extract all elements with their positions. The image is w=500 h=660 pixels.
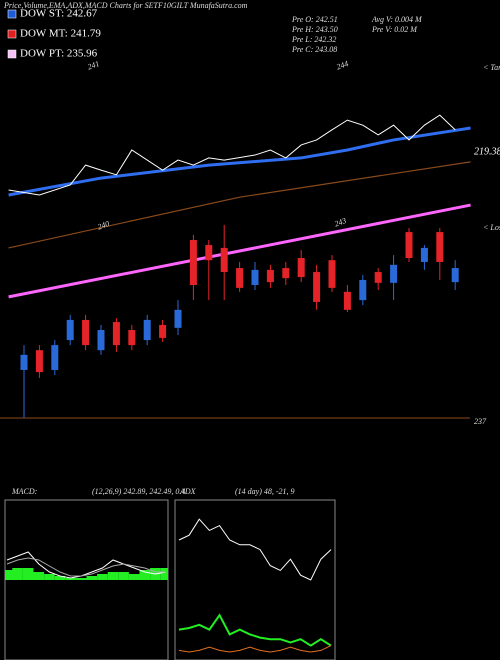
legend-swatch [7,49,17,59]
candle-body [159,324,167,338]
adx-line [178,645,332,653]
candle-body [251,269,259,285]
info-text: Pre L: 242.32 [291,35,336,44]
info-text: Pre V: 0.02 M [371,25,418,34]
legend-swatch [7,9,17,19]
candle-body [420,247,428,262]
histogram-bar [22,568,34,580]
candle-body [359,279,367,301]
candle-body [328,260,336,288]
histogram-bar [5,570,16,580]
ema-line [8,203,471,299]
candle-body [112,322,120,346]
adx-line [178,518,332,581]
ema-line [8,114,456,196]
chart-title: Price,Volume,EMA,ADX,MACD Charts for SET… [3,1,248,10]
candle-body [405,232,413,258]
histogram-bar [86,576,98,580]
annotation: 244 [335,59,349,72]
annotation: 241 [86,59,100,72]
legend-label: DOW PT: 235.96 [20,48,98,60]
annotation: 219.38 [474,146,500,157]
panel-label: MACD: [11,487,38,496]
ema-line [8,126,471,197]
candle-body [313,272,321,302]
annotation: 240 [96,219,110,232]
panel-params: (14 day) 48, -21, 9 [235,487,295,496]
candle-body [35,350,43,373]
candle-body [128,330,136,346]
ema-line [8,161,471,249]
candle-body [51,345,59,370]
candle-body [390,264,398,283]
candle-body [297,258,305,278]
annotation: 237 [474,417,487,426]
histogram-bar [75,578,87,580]
adx-line [178,613,332,647]
candle-body [20,354,28,370]
histogram-bar [128,574,140,580]
annotation: < Target [483,63,500,72]
legend-label: DOW ST: 242.67 [20,8,98,20]
adx-panel [174,499,336,660]
candle-body [82,319,90,346]
candle-body [343,291,351,310]
candle-body [436,232,444,262]
histogram-bar [107,572,119,580]
macd-line [6,557,166,577]
legend-swatch [7,29,17,39]
candle-body [97,330,105,351]
macd-line [6,551,167,579]
histogram-bar [54,576,66,580]
candle-body [236,268,244,288]
histogram-bar [12,568,23,580]
annotation: 243 [333,216,347,229]
candle-body [374,272,382,283]
candle-body [266,269,274,283]
histogram-bar [65,578,76,580]
candle-body [174,309,182,328]
candle-body [220,247,228,273]
candle-body [189,240,197,285]
histogram-bar [160,568,168,580]
histogram-bar [97,574,108,580]
candle-body [66,319,74,341]
annotation: < Loss [483,223,500,232]
legend-label: DOW MT: 241.79 [20,28,101,40]
candle-body [143,319,151,341]
candle-body [451,268,459,283]
info-text: Pre O: 242.51 [291,15,338,24]
info-text: Pre H: 243.50 [291,25,338,34]
info-text: Avg V: 0.004 M [371,15,423,24]
candle-body [205,245,213,261]
panel-params: (12,26,9) 242.89, 242.49, 0.4 [92,487,185,496]
candle-body [282,268,290,279]
histogram-bar [33,572,45,580]
histogram-bar [44,574,55,580]
histogram-bar [118,572,129,580]
panel-label: ADX [179,487,197,496]
info-text: Pre C: 243.08 [291,45,337,54]
histogram-bar [139,570,151,580]
